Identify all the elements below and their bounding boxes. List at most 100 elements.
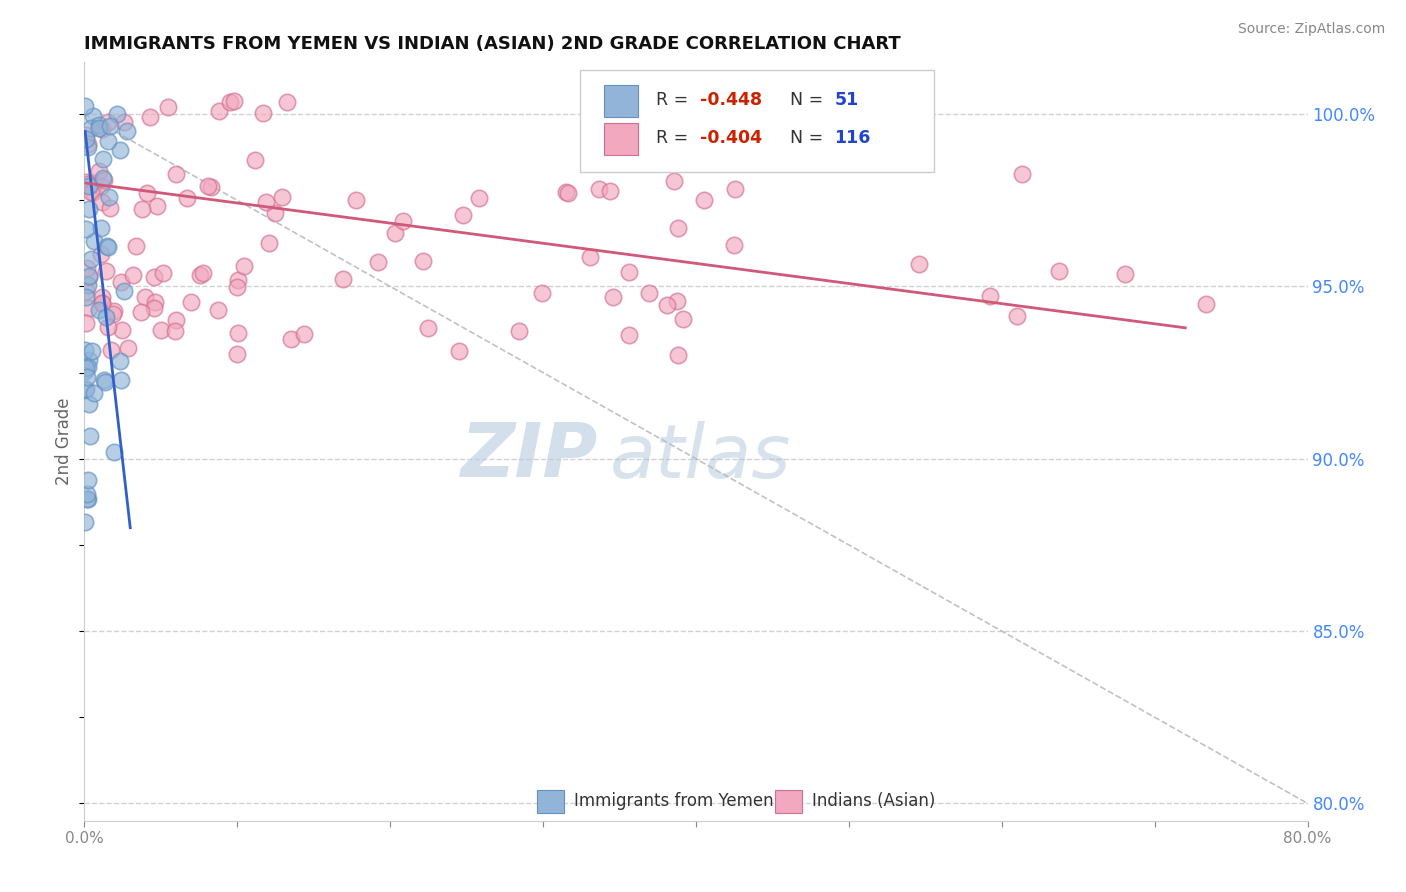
Point (75, 132, 97, 146)
Point (117, 341, 139, 355)
Point (292, 326, 315, 341)
Point (1011, 167, 1033, 181)
Point (94, 264, 117, 278)
Point (717, 125, 740, 139)
Point (176, 191, 198, 205)
Point (103, 444, 125, 458)
Point (77, 359, 100, 374)
Point (91, 152, 114, 166)
Point (110, 275, 132, 289)
Text: -0.404: -0.404 (700, 129, 762, 147)
Point (79, 429, 101, 443)
Point (392, 214, 415, 228)
Point (91, 171, 114, 186)
Point (263, 206, 285, 220)
Point (207, 303, 229, 318)
Point (131, 202, 153, 216)
Point (91, 194, 114, 209)
Point (271, 190, 294, 204)
Text: ZIP: ZIP (461, 420, 598, 493)
Point (280, 332, 302, 346)
Text: IMMIGRANTS FROM YEMEN VS INDIAN (ASIAN) 2ND GRADE CORRELATION CHART: IMMIGRANTS FROM YEMEN VS INDIAN (ASIAN) … (84, 35, 901, 53)
Point (82, 109, 104, 123)
Point (77, 178, 100, 193)
Point (75, 316, 97, 330)
Point (197, 178, 219, 193)
Point (638, 129, 661, 144)
Text: Source: ZipAtlas.com: Source: ZipAtlas.com (1237, 22, 1385, 37)
Text: 116: 116 (834, 129, 870, 147)
Point (416, 321, 439, 335)
Point (665, 293, 688, 308)
Point (97, 319, 120, 334)
Point (447, 343, 470, 358)
Point (83, 385, 105, 400)
Text: N =: N = (790, 129, 830, 147)
Text: R =: R = (655, 91, 693, 110)
Point (332, 271, 354, 285)
Point (82, 185, 104, 199)
Point (110, 373, 132, 387)
Point (110, 353, 132, 368)
Point (143, 294, 166, 309)
Point (672, 311, 695, 326)
Point (90, 295, 112, 310)
Point (77, 140, 100, 154)
Point (662, 174, 685, 188)
Point (77, 397, 100, 411)
Point (125, 239, 148, 253)
Point (90, 247, 112, 261)
Point (143, 301, 166, 315)
Point (91, 290, 114, 304)
Point (149, 323, 172, 337)
Point (75, 360, 97, 375)
Point (693, 193, 716, 207)
FancyBboxPatch shape (605, 123, 638, 155)
Point (111, 323, 134, 337)
Point (129, 305, 152, 319)
Point (599, 184, 621, 198)
Point (77, 474, 100, 488)
Point (232, 259, 254, 273)
Point (218, 95, 240, 110)
Point (76, 369, 98, 384)
Point (508, 324, 530, 338)
Point (80, 252, 103, 266)
Point (97, 240, 120, 254)
Point (105, 107, 128, 121)
Point (616, 99, 638, 113)
Point (101, 307, 124, 321)
Point (76, 486, 98, 500)
Point (578, 250, 600, 264)
Text: Immigrants from Yemen: Immigrants from Yemen (574, 792, 773, 810)
Point (655, 298, 678, 312)
Point (87, 303, 110, 318)
Point (98, 119, 121, 133)
Point (617, 327, 640, 342)
Point (75, 128, 97, 143)
Point (100, 201, 122, 215)
Point (77, 202, 100, 216)
Point (724, 182, 747, 196)
Point (77, 269, 100, 284)
Point (96, 238, 118, 252)
Point (93, 173, 115, 187)
Point (256, 195, 278, 210)
Point (80, 120, 103, 135)
Point (666, 221, 689, 235)
Point (122, 268, 145, 282)
Point (188, 268, 211, 282)
Point (77, 136, 100, 151)
Point (1047, 264, 1070, 278)
Point (73, 515, 96, 529)
Point (226, 280, 249, 294)
Point (90, 179, 112, 194)
Point (200, 180, 222, 194)
Point (723, 238, 745, 252)
Point (94, 375, 117, 389)
Point (180, 294, 202, 309)
Point (98, 189, 121, 203)
Point (222, 94, 245, 108)
Point (108, 143, 131, 157)
Point (588, 182, 610, 196)
